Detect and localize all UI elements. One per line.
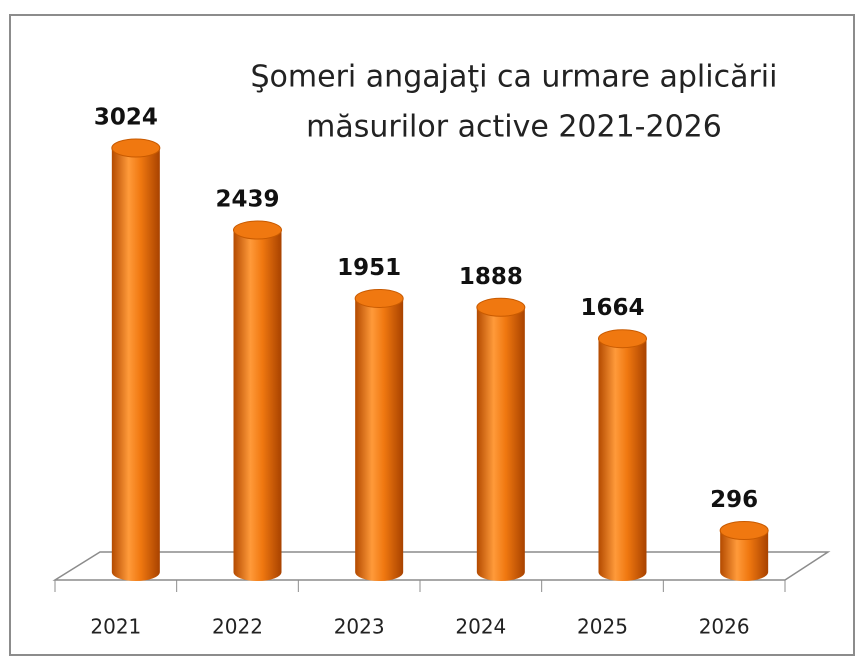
bar bbox=[233, 230, 282, 581]
bar bbox=[476, 307, 525, 581]
bar-top bbox=[233, 220, 282, 240]
bar-top bbox=[476, 297, 526, 317]
value-label: 296 bbox=[710, 487, 758, 513]
bar bbox=[720, 530, 769, 581]
x-tick-label: 2022 bbox=[212, 615, 263, 639]
x-tick-label: 2024 bbox=[455, 615, 506, 639]
bar-top bbox=[719, 520, 769, 540]
x-tick-label: 2021 bbox=[90, 615, 141, 639]
x-tick-label: 2026 bbox=[699, 615, 750, 639]
bar bbox=[111, 148, 160, 581]
chart-title: măsurilor active 2021-2026 bbox=[306, 110, 722, 145]
bar-top bbox=[598, 329, 647, 349]
floor bbox=[52, 551, 831, 581]
bar bbox=[355, 298, 404, 581]
value-label: 1951 bbox=[337, 255, 401, 281]
x-tick-label: 2023 bbox=[334, 615, 385, 639]
x-tick-label: 2025 bbox=[577, 615, 628, 639]
bar-top bbox=[111, 138, 161, 158]
chart-title: Şomeri angajaţi ca urmare aplicării bbox=[251, 60, 778, 95]
bar bbox=[598, 338, 647, 581]
value-label: 3024 bbox=[94, 105, 158, 131]
bar-top bbox=[354, 288, 404, 308]
value-label: 1888 bbox=[459, 264, 523, 290]
value-label: 1664 bbox=[580, 295, 644, 321]
value-label: 2439 bbox=[215, 187, 279, 213]
